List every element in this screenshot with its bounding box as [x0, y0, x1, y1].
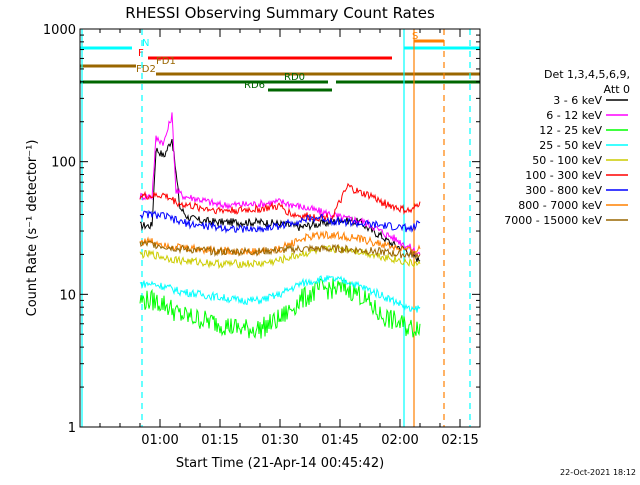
- x-tick-label: 01:00: [141, 433, 178, 448]
- x-tick-label: 02:00: [381, 433, 418, 448]
- y-tick-label: 1: [68, 421, 76, 436]
- x-tick-label: 01:30: [261, 433, 298, 448]
- x-axis: 01:00 01:15 01:30 01:45 02:00 02:15: [99, 29, 481, 448]
- series-lines: [139, 112, 421, 339]
- x-tick-label: 02:15: [441, 433, 478, 448]
- series-line: [139, 182, 421, 223]
- x-tick-label: 01:15: [201, 433, 238, 448]
- flag-label: RD0: [284, 72, 305, 83]
- y-tick-label: 10: [59, 288, 76, 303]
- flag-label: FD1: [156, 56, 176, 67]
- footer-timestamp: 22-Oct-2021 18:12: [560, 468, 636, 477]
- legend-entry-label: 100 - 300 keV: [525, 169, 602, 182]
- y-axis-label: Count Rate (s⁻¹ detector⁻¹): [25, 140, 40, 317]
- flag-label: RD6: [244, 80, 265, 91]
- flag-label: FD2: [136, 64, 156, 75]
- legend-entry-label: 50 - 100 keV: [532, 154, 602, 167]
- x-axis-label: Start Time (21-Apr-14 00:45:42): [176, 456, 384, 471]
- y-tick-label: 100: [51, 156, 76, 171]
- legend-entry-label: 300 - 800 keV: [525, 184, 602, 197]
- series-line: [139, 240, 421, 259]
- y-axis: 1 10 100 1000: [43, 23, 480, 436]
- legend: Det 1,3,4,5,6,9, Att 03 - 6 keV 6 - 12 keV…: [504, 68, 630, 227]
- legend-header: Det 1,3,4,5,6,9,: [544, 68, 630, 81]
- legend-entry-label: 6 - 12 keV: [546, 109, 602, 122]
- legend-entry-label: 25 - 50 keV: [539, 139, 602, 152]
- series-line: [139, 277, 421, 339]
- y-tick-label: 1000: [43, 23, 76, 38]
- flag-label: N: [142, 38, 149, 49]
- legend-entry-label: 12 - 25 keV: [539, 124, 602, 137]
- legend-entry-label: 800 - 7000 keV: [518, 199, 602, 212]
- series-line: [139, 275, 421, 313]
- series-line: [139, 244, 421, 270]
- series-line: [139, 230, 421, 257]
- legend-entry-label: 7000 - 15000 keV: [504, 214, 602, 227]
- series-line: [139, 209, 421, 234]
- flag-label: S: [412, 31, 418, 42]
- legend-entry-label: 3 - 6 keV: [553, 94, 602, 107]
- legend-header: Att 0: [604, 83, 630, 96]
- chart-title: RHESSI Observing Summary Count Rates: [125, 4, 435, 22]
- series-line: [139, 138, 421, 263]
- x-tick-label: 01:45: [321, 433, 358, 448]
- series-line: [139, 112, 421, 256]
- flag-label: F: [138, 48, 144, 59]
